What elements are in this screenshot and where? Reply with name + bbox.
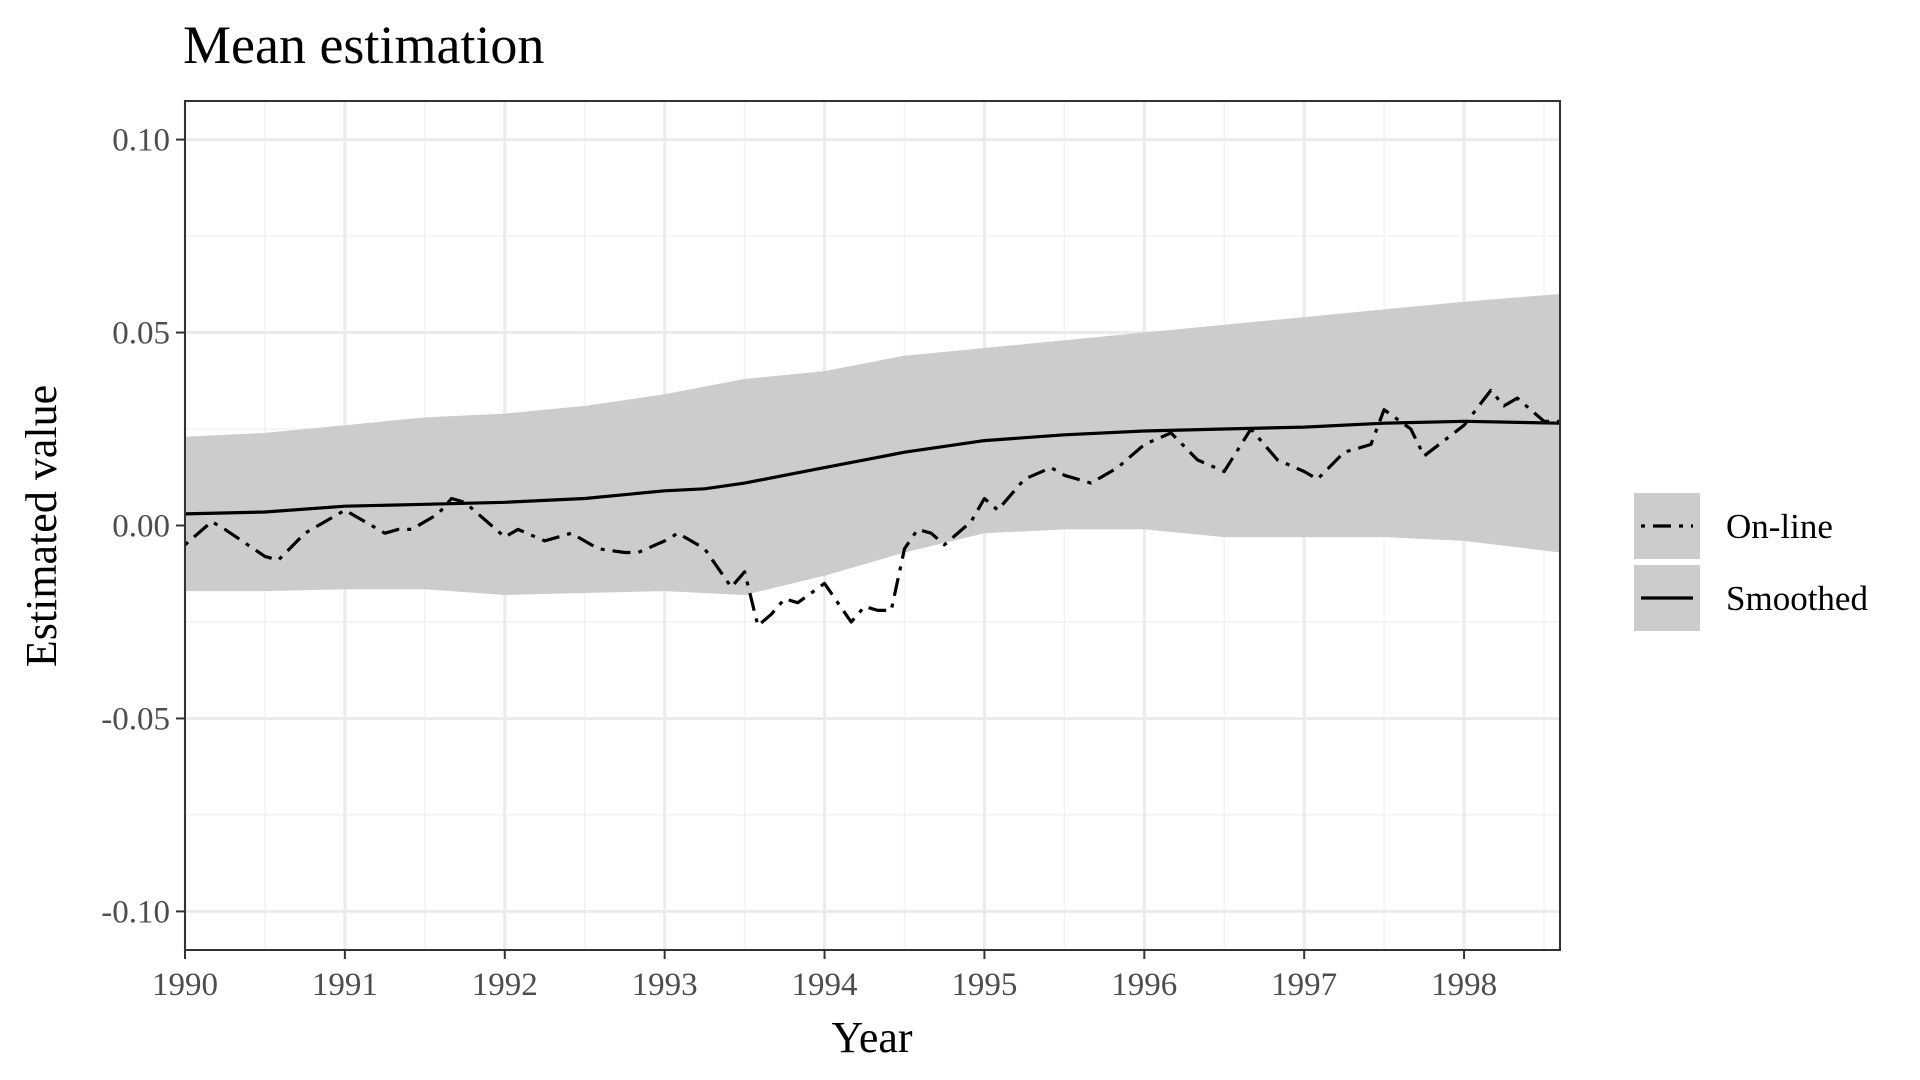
y-tick-label: -0.05 <box>101 701 170 737</box>
x-tick-label: 1995 <box>951 967 1017 1003</box>
legend: On-line Smoothed <box>1634 493 1868 631</box>
legend-label-on-line: On-line <box>1726 507 1833 546</box>
confidence-band <box>185 294 1560 595</box>
series-line-smoothed <box>184 419 1561 516</box>
series-layer <box>183 388 1561 628</box>
x-tick-label: 1998 <box>1431 967 1497 1003</box>
x-tick-label: 1993 <box>632 967 698 1003</box>
x-axis-title: Year <box>831 1013 912 1062</box>
y-tick-label: 0.10 <box>112 123 170 159</box>
chart-title: Mean estimation <box>183 15 544 75</box>
y-tick-label: 0.00 <box>112 509 170 545</box>
x-tick-label: 1992 <box>472 967 538 1003</box>
x-tick-label: 1990 <box>152 967 218 1003</box>
y-axis-title: Estimated value <box>17 385 66 667</box>
y-tick-label: -0.10 <box>101 894 170 930</box>
y-tick-label: 0.05 <box>112 316 170 352</box>
x-tick-label: 1996 <box>1111 967 1177 1003</box>
legend-label-smoothed: Smoothed <box>1726 579 1868 618</box>
x-tick-label: 1997 <box>1271 967 1337 1003</box>
confidence-band-layer <box>185 294 1560 595</box>
series-line-on-line <box>183 388 1560 628</box>
x-tick-label: 1994 <box>792 967 858 1003</box>
plot-panel <box>183 100 1561 951</box>
x-tick-label: 1991 <box>312 967 378 1003</box>
y-axis: -0.10 -0.05 0.00 0.05 0.10 <box>101 123 185 930</box>
x-axis: 1990 1991 1992 1993 1994 1995 1996 1997 1998 <box>152 950 1497 1003</box>
